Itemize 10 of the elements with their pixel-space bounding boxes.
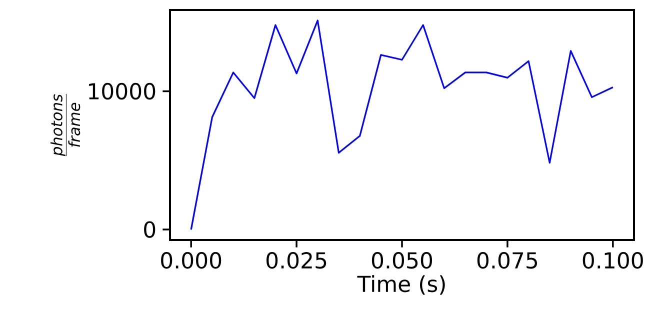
y-tick-label: 0 [144, 221, 156, 238]
x-tick-label: 0.100 [582, 252, 643, 269]
x-tick-label: 0.000 [161, 252, 222, 269]
y-axis-title: $\frac{\mathit{photons}}{\mathit{frame}}$ [50, 94, 80, 156]
x-axis-title: Time (s) [357, 275, 445, 295]
x-tick-label: 0.025 [266, 252, 326, 269]
line-series [190, 20, 614, 230]
x-tick-label: 0.050 [372, 252, 432, 269]
y-tick-label: 10000 [89, 82, 156, 100]
x-tick-label: 0.075 [477, 252, 538, 269]
